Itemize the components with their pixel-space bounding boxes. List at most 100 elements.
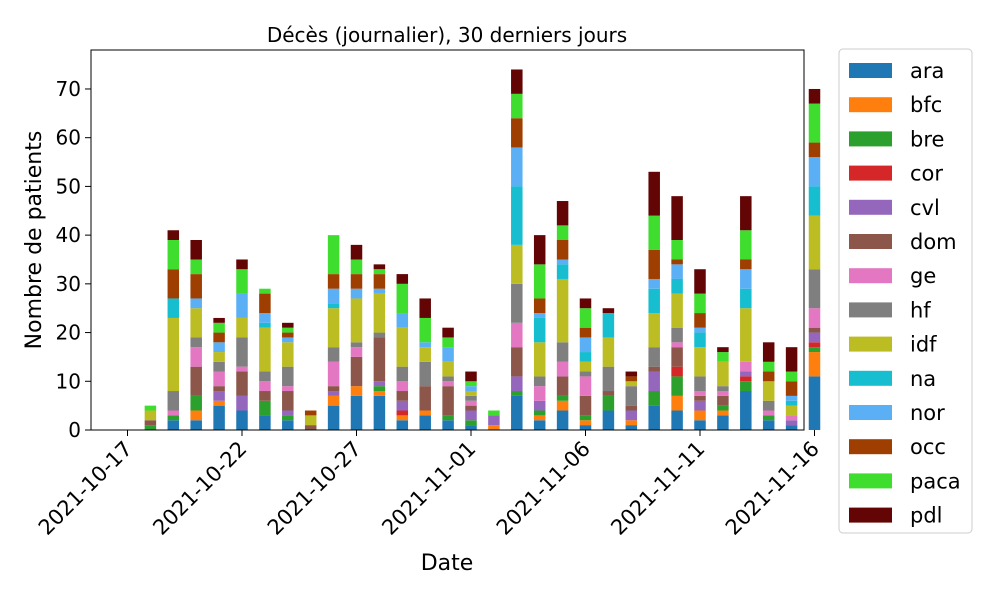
bar-idf-2021-10-18	[144, 410, 157, 421]
bar-na-2021-11-03	[511, 186, 523, 245]
bar-paca-2021-10-29	[396, 283, 409, 314]
y-tick-label: 60	[56, 126, 81, 150]
bar-bre-2021-11-12	[717, 405, 729, 411]
bar-hf-2021-10-31	[442, 376, 454, 382]
bar-paca-2021-10-20	[190, 259, 202, 275]
bar-pdl-2021-11-14	[762, 342, 775, 362]
bar-ara-2021-11-06	[579, 425, 592, 430]
bar-paca-2021-10-21	[213, 322, 225, 333]
bar-bre-2021-10-20	[190, 395, 202, 411]
bar-hf-2021-11-14	[762, 400, 775, 411]
bar-paca-2021-10-30	[419, 317, 431, 343]
bar-paca-2021-10-27	[350, 259, 363, 275]
bar-idf-2021-11-08	[625, 381, 638, 387]
y-tick-label: 20	[56, 321, 81, 345]
bar-bfc-2021-10-27	[350, 386, 363, 396]
bar-idf-2021-11-11	[694, 347, 706, 377]
bar-ge-2021-10-27	[350, 347, 363, 357]
y-tick-label: 30	[56, 272, 81, 296]
legend-label-idf: idf	[910, 333, 937, 357]
bar-bfc-2021-10-21	[213, 400, 225, 406]
bar-dom-2021-10-29	[396, 391, 409, 401]
bar-bfc-2021-11-10	[671, 395, 683, 411]
bar-ara-2021-11-15	[785, 425, 798, 430]
bar-nor-2021-10-31	[442, 347, 454, 362]
bar-ge-2021-10-29	[396, 381, 409, 392]
bar-bfc-2021-10-28	[373, 391, 386, 396]
bar-bre-2021-10-24	[282, 415, 294, 421]
bar-hf-2021-11-10	[671, 327, 683, 343]
bar-nor-2021-11-15	[785, 395, 798, 401]
bar-hf-2021-10-24	[282, 366, 294, 387]
bar-ara-2021-11-04	[533, 420, 546, 430]
bar-pdl-2021-10-31	[442, 327, 454, 338]
bar-dom-2021-10-22	[236, 371, 248, 396]
chart-title: Décès (journalier), 30 derniers jours	[267, 23, 627, 47]
bar-nor-2021-11-06	[579, 337, 592, 353]
bar-nor-2021-11-13	[740, 269, 752, 289]
bar-bfc-2021-11-04	[533, 415, 546, 421]
bar-bfc-2021-10-30	[419, 410, 431, 416]
bar-cvl-2021-11-04	[533, 400, 546, 411]
y-axis-label: Nombre de patients	[22, 131, 47, 350]
x-tick-label: 2021-10-17	[34, 437, 137, 540]
bar-nor-2021-11-11	[694, 327, 706, 333]
bar-pdl-2021-10-21	[213, 317, 225, 323]
legend-swatch-paca	[849, 473, 892, 489]
bar-idf-2021-11-12	[717, 361, 729, 387]
bar-ara-2021-10-19	[167, 420, 180, 430]
bar-hf-2021-11-11	[694, 376, 706, 392]
bar-pdl-2021-10-22	[236, 259, 248, 270]
legend-swatch-cor	[849, 165, 892, 181]
bar-dom-2021-10-26	[327, 386, 340, 392]
bar-hf-2021-10-30	[419, 361, 431, 387]
bar-bre-2021-11-14	[762, 415, 775, 421]
bar-pdl-2021-11-03	[511, 69, 523, 94]
bar-pdl-2021-10-24	[282, 322, 294, 328]
bar-cvl-2021-11-02	[488, 415, 500, 426]
bar-nor-2021-10-22	[236, 293, 248, 318]
bar-bre-2021-10-31	[442, 415, 454, 421]
bar-ge-2021-11-16	[808, 308, 821, 328]
bar-cor-2021-11-13	[740, 376, 752, 382]
bar-hf-2021-10-22	[236, 337, 248, 367]
bar-bfc-2021-11-08	[625, 420, 638, 426]
bar-paca-2021-11-09	[648, 215, 660, 250]
bar-paca-2021-11-10	[671, 240, 683, 260]
bar-dom-2021-10-23	[259, 391, 271, 401]
bar-pdl-2021-11-12	[717, 347, 729, 353]
legend-swatch-occ	[849, 439, 892, 455]
bar-idf-2021-11-01	[465, 391, 477, 396]
bar-paca-2021-11-06	[579, 308, 592, 328]
bar-occ-2021-11-04	[533, 298, 546, 314]
bar-idf-2021-10-22	[236, 317, 248, 338]
bar-occ-2021-11-03	[511, 118, 523, 148]
legend-swatch-bfc	[849, 97, 892, 113]
bar-hf-2021-10-27	[350, 342, 363, 348]
bar-idf-2021-10-30	[419, 347, 431, 362]
bar-idf-2021-11-14	[762, 381, 775, 401]
bar-na-2021-10-26	[327, 303, 340, 309]
bar-hf-2021-11-16	[808, 269, 821, 309]
bar-pdl-2021-11-13	[740, 196, 752, 231]
legend-label-dom: dom	[910, 230, 957, 254]
bar-hf-2021-10-20	[190, 337, 202, 348]
bar-bfc-2021-11-06	[579, 420, 592, 426]
bar-dom-2021-10-28	[373, 337, 386, 382]
bar-na-2021-10-19	[167, 298, 180, 318]
x-tick-label: 2021-11-11	[606, 437, 709, 540]
legend-swatch-hf	[849, 302, 892, 318]
bar-hf-2021-11-09	[648, 347, 660, 367]
bar-ge-2021-11-12	[717, 391, 729, 396]
bar-occ-2021-11-10	[671, 259, 683, 265]
bar-bre-2021-10-28	[373, 386, 386, 392]
bar-dom-2021-11-06	[579, 395, 592, 416]
bar-nor-2021-11-01	[465, 386, 477, 392]
legend-label-ge: ge	[910, 264, 936, 288]
bar-ara-2021-11-05	[556, 410, 569, 430]
bar-ge-2021-11-05	[556, 361, 569, 377]
bar-paca-2021-10-26	[327, 235, 340, 275]
bar-bre-2021-11-09	[648, 391, 660, 406]
bar-idf-2021-10-29	[396, 327, 409, 367]
